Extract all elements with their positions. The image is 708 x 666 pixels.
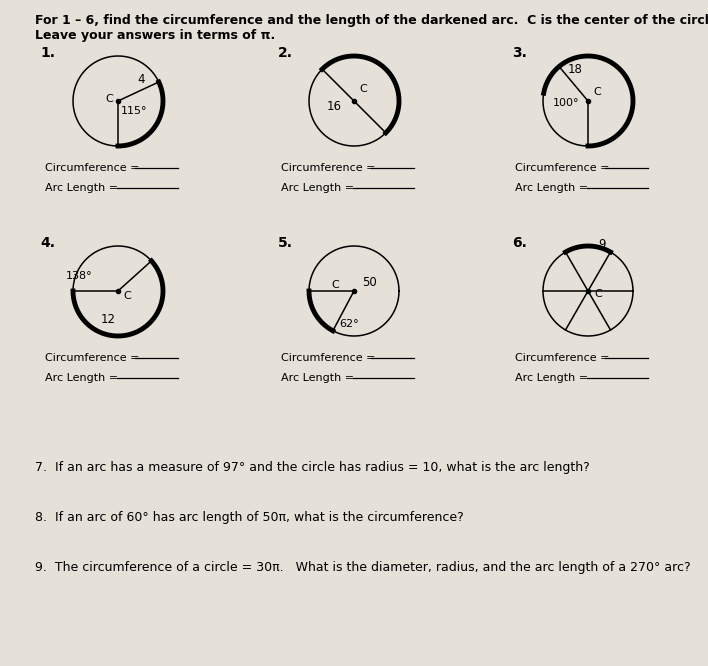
Text: Leave your answers in terms of π.: Leave your answers in terms of π. — [35, 29, 275, 42]
Text: Arc Length =: Arc Length = — [45, 183, 118, 193]
Text: Circumference =: Circumference = — [281, 163, 375, 173]
Text: For 1 – 6, find the circumference and the length of the darkened arc.  C is the : For 1 – 6, find the circumference and th… — [35, 14, 708, 27]
Text: 18: 18 — [568, 63, 583, 76]
Text: 2.: 2. — [278, 46, 293, 60]
Text: 7.  If an arc has a measure of 97° and the circle has radius = 10, what is the a: 7. If an arc has a measure of 97° and th… — [35, 461, 590, 474]
Text: C: C — [105, 94, 113, 104]
Text: Circumference =: Circumference = — [515, 353, 610, 363]
Text: 115°: 115° — [121, 106, 147, 116]
Text: Arc Length =: Arc Length = — [515, 183, 588, 193]
Text: C: C — [359, 84, 367, 94]
Text: Circumference =: Circumference = — [45, 163, 139, 173]
Text: Circumference =: Circumference = — [281, 353, 375, 363]
Text: Arc Length =: Arc Length = — [281, 373, 354, 383]
Text: Arc Length =: Arc Length = — [281, 183, 354, 193]
Text: 9: 9 — [598, 238, 605, 252]
Text: C: C — [593, 87, 601, 97]
Text: 1.: 1. — [40, 46, 55, 60]
Text: 5.: 5. — [278, 236, 293, 250]
Text: 50: 50 — [362, 276, 377, 290]
Text: 3.: 3. — [512, 46, 527, 60]
Text: 100°: 100° — [553, 98, 580, 108]
Text: Arc Length =: Arc Length = — [45, 373, 118, 383]
Text: Circumference =: Circumference = — [45, 353, 139, 363]
Text: 138°: 138° — [66, 271, 93, 281]
Text: Arc Length =: Arc Length = — [515, 373, 588, 383]
Text: 9.  The circumference of a circle = 30π.   What is the diameter, radius, and the: 9. The circumference of a circle = 30π. … — [35, 561, 690, 574]
Text: 4.: 4. — [40, 236, 55, 250]
Text: C: C — [594, 289, 602, 299]
Text: 62°: 62° — [339, 319, 359, 329]
Text: 8.  If an arc of 60° has arc length of 50π, what is the circumference?: 8. If an arc of 60° has arc length of 50… — [35, 511, 464, 524]
Text: 16: 16 — [327, 99, 342, 113]
Text: C: C — [331, 280, 339, 290]
Text: 6.: 6. — [512, 236, 527, 250]
Text: C: C — [123, 291, 131, 301]
Text: Circumference =: Circumference = — [515, 163, 610, 173]
Text: 12: 12 — [101, 313, 115, 326]
Text: 4: 4 — [137, 73, 145, 85]
